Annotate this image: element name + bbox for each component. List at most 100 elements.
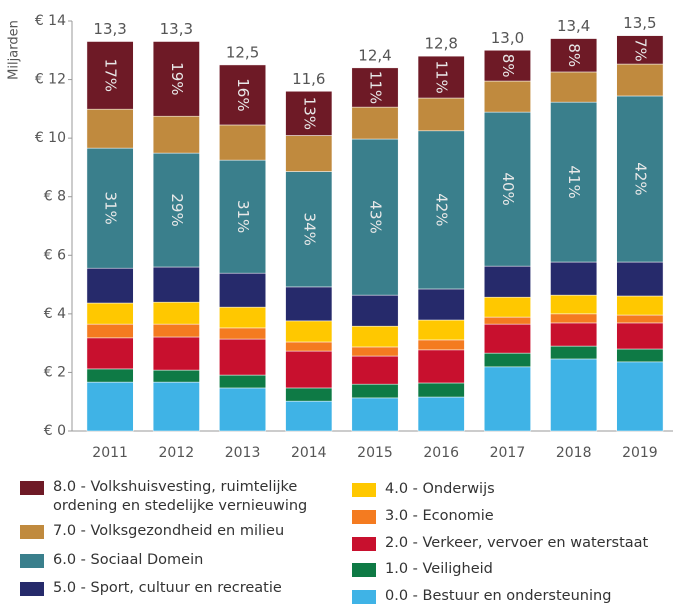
bar-segment xyxy=(550,345,598,360)
bar-segment xyxy=(550,261,598,296)
bar-segment xyxy=(152,323,200,338)
y-tick-label: € 12 xyxy=(35,72,66,88)
bar-segment xyxy=(86,381,134,432)
bar-segment xyxy=(285,135,333,172)
bar-segment xyxy=(219,159,266,274)
legend-label: 0.0 - Bestuur en ondersteuning xyxy=(385,588,612,604)
share-label: 31% xyxy=(234,200,252,233)
share-label: 41% xyxy=(565,165,583,198)
bar-segment xyxy=(285,400,333,432)
share-label: 8% xyxy=(565,43,583,67)
bar-segment xyxy=(152,266,200,303)
bar-segment xyxy=(351,383,399,399)
bar-segment xyxy=(86,323,134,339)
total-label: 11,6 xyxy=(292,70,325,88)
share-label: 42% xyxy=(433,193,451,226)
bar-segment xyxy=(616,322,664,350)
x-tick-label: 2013 xyxy=(225,445,261,460)
bar-segment xyxy=(285,286,333,322)
bar-segment xyxy=(616,348,664,363)
y-tick-label: € 2 xyxy=(44,364,66,380)
bar-segment xyxy=(152,381,200,432)
legend-label: 7.0 - Volksgezondheid en milieu xyxy=(53,523,285,539)
total-label: 13,0 xyxy=(491,29,524,47)
share-label: 43% xyxy=(367,200,385,233)
x-tick-label: 2017 xyxy=(490,445,526,460)
legend-swatch xyxy=(20,554,44,568)
bar-segment xyxy=(417,396,465,432)
y-tick-label: € 4 xyxy=(44,306,66,322)
share-label: 16% xyxy=(234,78,252,111)
bar-segment xyxy=(484,352,531,368)
legend-swatch xyxy=(352,483,376,497)
share-label: 13% xyxy=(300,97,318,130)
bar-segment xyxy=(484,265,531,298)
bar-segment xyxy=(285,341,333,352)
bar-segment xyxy=(86,41,134,110)
bar-segment xyxy=(351,397,399,432)
bar-segment xyxy=(219,387,266,432)
x-tick-label: 2018 xyxy=(556,445,592,460)
total-label: 13,3 xyxy=(93,20,126,38)
legend-swatch xyxy=(20,481,44,495)
bar-segment xyxy=(484,80,531,113)
total-label: 13,3 xyxy=(160,20,193,38)
bar-segment xyxy=(616,314,664,324)
bar-segment xyxy=(616,361,664,432)
bar-segment xyxy=(616,35,664,65)
bar-segment xyxy=(351,106,399,140)
chart: Miljarden € 0 € 2 € 4 € 6 € 8 € 10 € 12 € 14 201… xyxy=(7,13,673,460)
bar-segment xyxy=(219,306,266,329)
bar-segment xyxy=(152,41,200,117)
bar-segment xyxy=(285,387,333,402)
bar-segment xyxy=(219,338,266,376)
legend-swatch xyxy=(352,590,376,604)
bar-segment xyxy=(285,350,333,389)
bar-segment xyxy=(550,294,598,315)
bar-segment xyxy=(351,67,399,108)
bar-segment xyxy=(484,296,531,318)
y-tick-label: € 0 xyxy=(44,423,66,439)
bar-segment xyxy=(86,368,134,383)
bar-segment xyxy=(616,95,664,263)
bar-segment xyxy=(417,339,465,351)
bar-segment xyxy=(219,374,266,389)
share-label: 19% xyxy=(168,62,186,95)
total-label: 12,8 xyxy=(425,35,458,53)
total-label: 12,5 xyxy=(226,43,259,61)
share-label: 29% xyxy=(168,193,186,226)
bar-segment xyxy=(152,152,200,268)
y-tick-label: € 6 xyxy=(44,247,66,263)
bar-segment xyxy=(285,91,333,136)
bar-segment xyxy=(484,323,531,354)
bar-segment xyxy=(550,358,598,432)
bar-segment xyxy=(417,55,465,99)
legend-label: 4.0 - Onderwijs xyxy=(385,481,495,497)
legend-label: 5.0 - Sport, cultuur en recreatie xyxy=(53,580,282,596)
bar-segment xyxy=(152,336,200,371)
share-label: 42% xyxy=(631,162,649,195)
bar-segment xyxy=(616,261,664,297)
bar-segment xyxy=(417,382,465,398)
bar-segment xyxy=(484,50,531,82)
bar-segment xyxy=(550,322,598,347)
bar-segment xyxy=(417,319,465,341)
legend-swatch xyxy=(352,510,376,524)
bar-segment xyxy=(550,313,598,324)
bar-segment xyxy=(152,301,200,325)
legend-label: 6.0 - Sociaal Domein xyxy=(53,552,204,568)
bar-segment xyxy=(152,369,200,383)
share-label: 34% xyxy=(300,213,318,246)
bar-segment xyxy=(484,111,531,267)
total-label: 13,5 xyxy=(623,14,656,32)
bar-segment xyxy=(219,124,266,161)
y-tick-label: € 14 xyxy=(35,13,66,29)
bar-segment xyxy=(351,355,399,385)
share-label: 31% xyxy=(102,191,120,224)
legend-swatch xyxy=(20,582,44,596)
bar-segment xyxy=(417,349,465,384)
bar-segment xyxy=(417,97,465,132)
bar-segment xyxy=(86,267,134,304)
legend-swatch xyxy=(352,537,376,551)
